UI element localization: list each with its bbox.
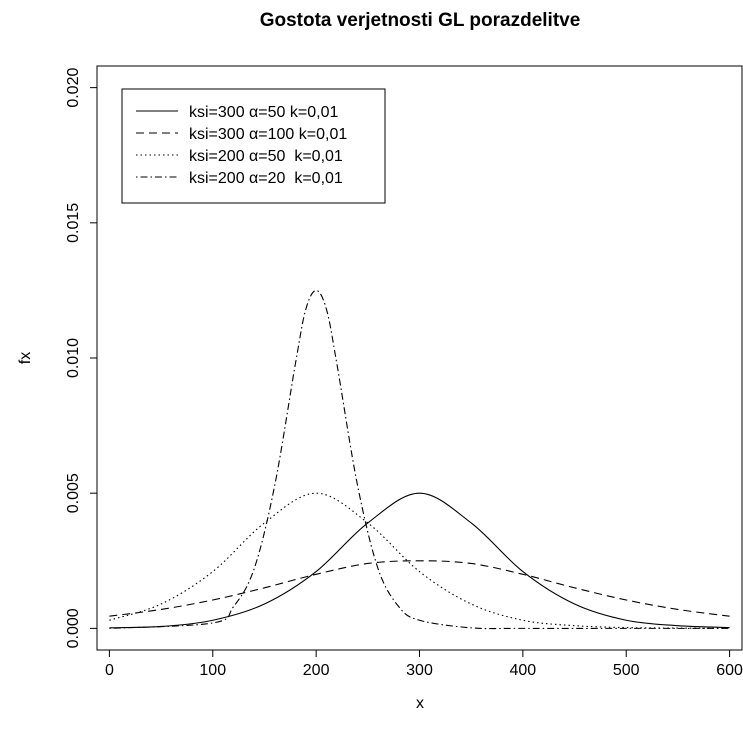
series-line-1 (109, 492, 730, 629)
x-tick-label: 100 (199, 662, 226, 679)
legend-label-1: ksi=300 α=50 k=0,01 (189, 104, 338, 121)
legend-box (121, 88, 386, 204)
y-tick-label: 0.020 (65, 68, 82, 108)
series-line-2 (109, 560, 730, 617)
legend: ksi=300 α=50 k=0,01 ksi=300 α=100 k=0,01 k… (121, 88, 386, 204)
y-tick-label: 0.010 (65, 338, 82, 378)
series-layer (109, 289, 730, 630)
legend-label-3: ksi=200 α=50 k=0,01 (189, 148, 343, 165)
x-axis: 0 100 200 300 400 500 600 (105, 649, 743, 679)
legend-label-2: ksi=300 α=100 k=0,01 (189, 126, 347, 143)
y-tick-label: 0.005 (65, 473, 82, 513)
legend-label-4: ksi=200 α=20 k=0,01 (189, 170, 343, 187)
x-tick-label: 0 (105, 662, 114, 679)
x-axis-label: x (416, 695, 424, 712)
y-axis-label: fx (17, 352, 34, 364)
series-line-3 (109, 492, 730, 629)
x-tick-label: 400 (510, 662, 537, 679)
series-line-4 (109, 289, 730, 630)
x-tick-label: 200 (303, 662, 330, 679)
x-tick-label: 500 (613, 662, 640, 679)
y-tick-label: 0.015 (65, 203, 82, 243)
x-tick-label: 300 (406, 662, 433, 679)
chart-title: Gostota verjetnosti GL porazdelitve (260, 10, 581, 31)
y-axis: 0.000 0.005 0.010 0.015 0.020 (65, 68, 98, 648)
x-tick-label: 600 (716, 662, 743, 679)
y-tick-label: 0.000 (65, 608, 82, 648)
